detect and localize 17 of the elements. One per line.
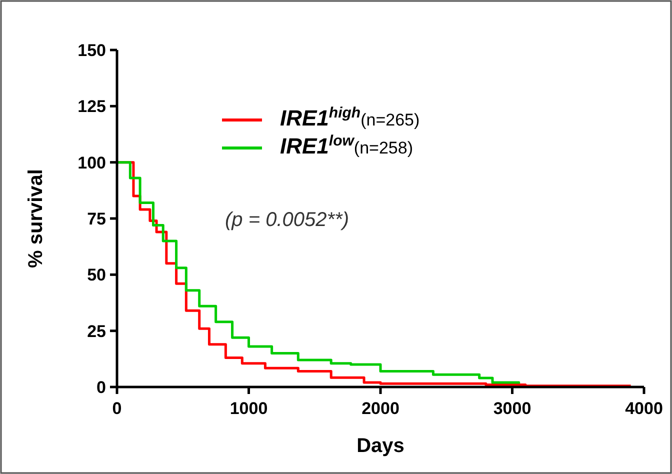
legend-label: IRE1$^{low}$(n=258) xyxy=(280,132,413,159)
y-tick-label: 25 xyxy=(87,322,106,341)
legend-label: IRE1$^{high}$(n=265) xyxy=(280,104,420,131)
x-axis-title: Days xyxy=(356,435,404,457)
x-tick-label: 0 xyxy=(112,399,122,418)
annotation: (p = 0.0052**) xyxy=(225,209,349,231)
y-tick-label: 100 xyxy=(78,153,106,172)
x-tick-label: 2000 xyxy=(362,399,400,418)
x-tick-label: 1000 xyxy=(230,399,268,418)
y-tick-label: 0 xyxy=(96,378,106,397)
x-tick-label: 4000 xyxy=(625,399,663,418)
y-tick-label: 50 xyxy=(87,266,106,285)
y-tick-label: 125 xyxy=(78,97,106,116)
x-tick-label: 3000 xyxy=(493,399,532,418)
y-axis-title: % survival xyxy=(25,169,47,268)
y-tick-label: 150 xyxy=(78,40,106,60)
y-tick-label: 75 xyxy=(87,209,106,228)
